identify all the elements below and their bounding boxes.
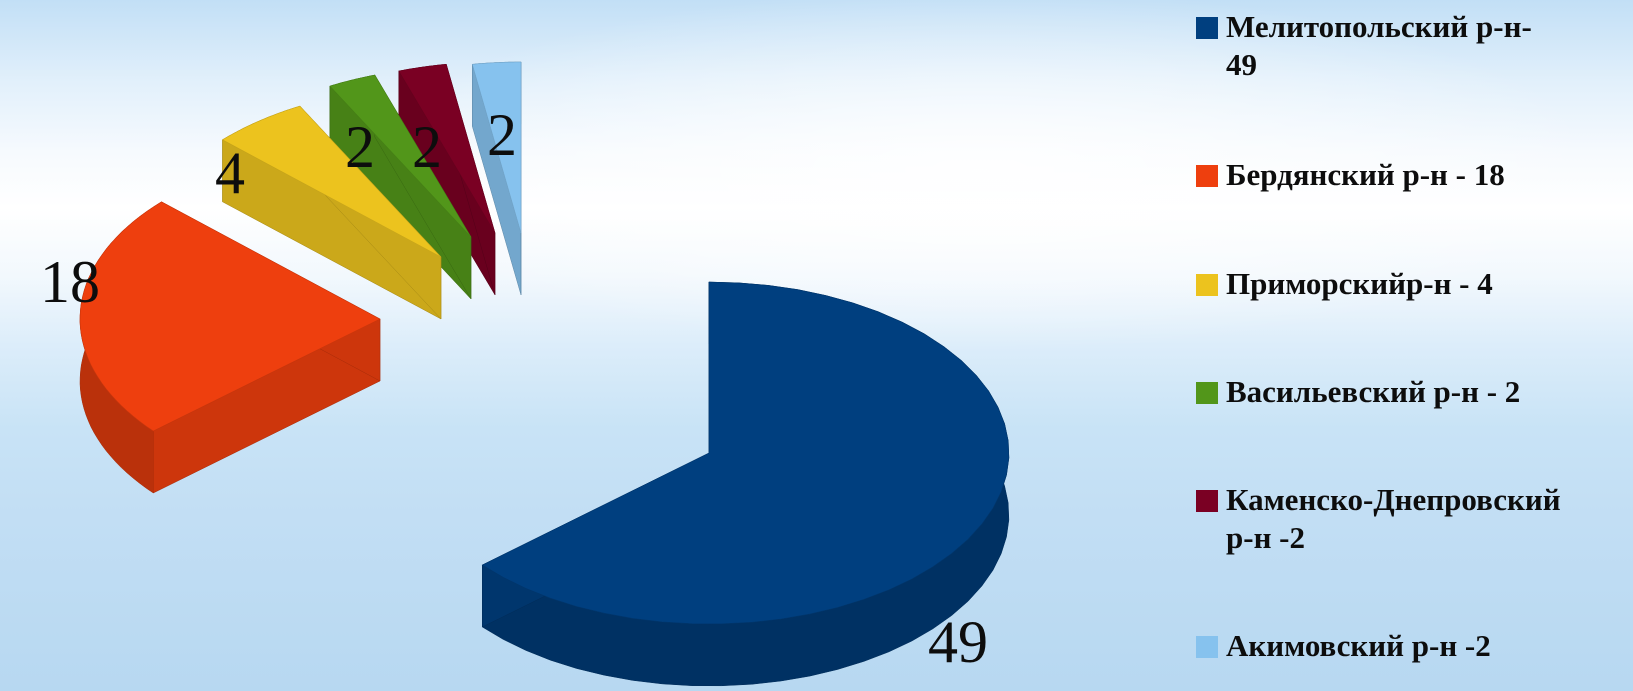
legend-label-akimovka: Акимовский р-н -2 bbox=[1226, 628, 1491, 663]
legend-label-berdyansk: Бердянский р-н - 18 bbox=[1226, 157, 1505, 192]
legend-item-primorsk: Приморскийр-н - 4 bbox=[1196, 265, 1633, 303]
pie-slice-berdyansk bbox=[79, 201, 381, 494]
legend-label-kamenka: Каменско-Днепровский р-н -2 bbox=[1226, 482, 1561, 555]
chart-legend: Мелитопольский р-н- 49 Бердянский р-н - … bbox=[1196, 0, 1633, 691]
data-label-vasilyevka: 2 bbox=[345, 114, 375, 180]
legend-item-berdyansk: Бердянский р-н - 18 bbox=[1196, 156, 1633, 194]
data-label-kamenka: 2 bbox=[412, 114, 442, 180]
legend-swatch-akimovka bbox=[1196, 636, 1218, 658]
legend-label-primorsk: Приморскийр-н - 4 bbox=[1226, 266, 1493, 301]
pie-slice-vasilyevka bbox=[329, 74, 472, 300]
legend-swatch-kamenka bbox=[1196, 490, 1218, 512]
pie-slices bbox=[79, 61, 1010, 687]
data-label-melitopol: 49 bbox=[928, 609, 988, 675]
legend-item-akimovka: Акимовский р-н -2 bbox=[1196, 627, 1633, 665]
legend-swatch-berdyansk bbox=[1196, 165, 1218, 187]
pie-slice-primorsk bbox=[221, 105, 442, 320]
legend-swatch-primorsk bbox=[1196, 274, 1218, 296]
legend-swatch-vasilyevka bbox=[1196, 382, 1218, 404]
legend-item-vasilyevka: Васильевский р-н - 2 bbox=[1196, 373, 1633, 411]
legend-label-vasilyevka: Васильевский р-н - 2 bbox=[1226, 374, 1521, 409]
pie-slice-akimovka bbox=[471, 61, 522, 296]
legend-swatch-melitopol bbox=[1196, 17, 1218, 39]
legend-label-melitopol: Мелитопольский р-н- 49 bbox=[1226, 9, 1532, 82]
data-label-akimovka: 2 bbox=[487, 102, 517, 168]
pie-slice-melitopol bbox=[481, 281, 1010, 687]
data-label-primorsk: 4 bbox=[215, 140, 245, 206]
legend-item-melitopol: Мелитопольский р-н- 49 bbox=[1196, 8, 1633, 84]
data-label-berdyansk: 18 bbox=[40, 249, 100, 315]
legend-item-kamenka: Каменско-Днепровский р-н -2 bbox=[1196, 481, 1633, 557]
